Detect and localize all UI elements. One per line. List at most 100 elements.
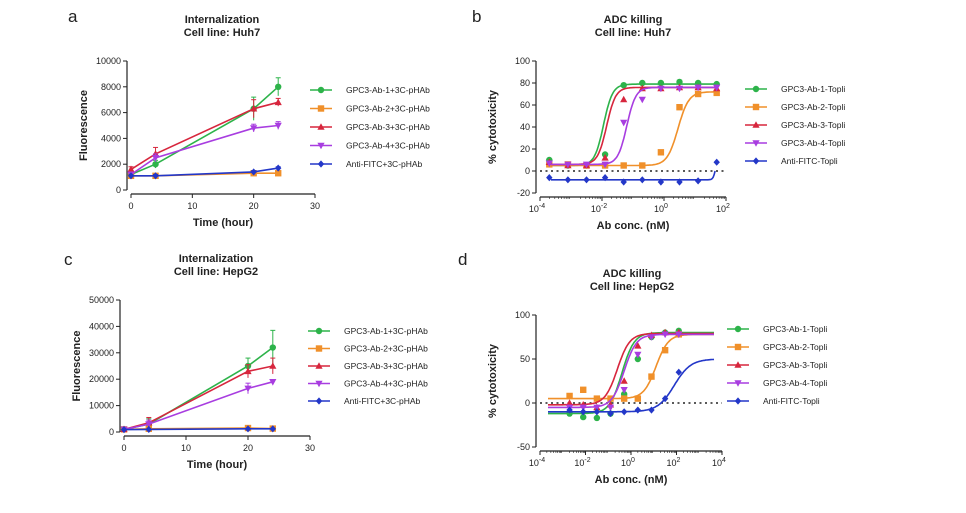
legend-label: GPC3-Ab-2-Topli [781, 102, 845, 112]
x-tick-label: 30 [310, 201, 320, 211]
legend-label: GPC3-Ab-1-Topli [781, 84, 845, 94]
legend-marker [734, 380, 742, 387]
fit-curve [548, 331, 714, 415]
legend-item: GPC3-Ab-1-Topli [727, 324, 827, 334]
legend-item: Anti-FITC-Topli [745, 156, 838, 166]
legend-label: GPC3-Ab-2-Topli [763, 342, 827, 352]
data-point [127, 165, 135, 173]
legend-item: GPC3-Ab-4-Topli [727, 378, 827, 388]
x-tick-label: 10 [181, 443, 191, 453]
data-point [250, 125, 258, 132]
x-tick-label: 104 [712, 457, 726, 468]
panel-label: d [458, 250, 467, 269]
legend-marker [752, 103, 760, 111]
legend-item: GPC3-Ab-2-Topli [745, 102, 845, 112]
data-point [639, 162, 646, 169]
data-point [634, 406, 642, 414]
data-point [657, 85, 665, 93]
chart-title: ADC killing [604, 14, 663, 26]
y-tick-label: 10000 [96, 56, 121, 66]
y-tick-label: 10000 [89, 401, 114, 411]
chart-title: Cell line: Huh7 [595, 27, 671, 39]
data-point [657, 149, 665, 156]
data-point [593, 404, 601, 412]
chart-title: Internalization [185, 14, 260, 26]
x-tick-label: 10-4 [529, 457, 545, 468]
x-tick-label: 102 [716, 203, 730, 214]
data-point [564, 161, 572, 169]
x-tick-exponent: -4 [539, 457, 545, 464]
chart-title: Internalization [179, 253, 254, 265]
data-point [647, 334, 656, 341]
data-point [675, 368, 682, 376]
data-point [676, 178, 683, 186]
data-point [675, 85, 684, 93]
data-point [274, 98, 282, 106]
legend-marker [734, 343, 742, 351]
data-point [579, 404, 587, 412]
legend-marker [315, 345, 323, 352]
data-point [583, 176, 590, 184]
y-tick-label: 50 [520, 354, 530, 364]
legend-marker [734, 397, 742, 405]
y-tick-label: -50 [517, 442, 530, 452]
legend-item: GPC3-Ab-1-Topli [745, 84, 845, 94]
legend-item: GPC3-Ab-4+3C-pHAb [310, 141, 430, 151]
legend-label: GPC3-Ab-3-Topli [763, 360, 827, 370]
legend-marker [752, 140, 760, 147]
data-point [566, 392, 573, 400]
series-4 [120, 379, 277, 434]
y-tick-label: 100 [515, 56, 530, 66]
data-point [675, 331, 683, 339]
data-point [620, 95, 628, 103]
data-point [250, 104, 258, 112]
data-point [607, 395, 614, 402]
legend-label: GPC3-Ab-4+3C-pHAb [344, 379, 428, 389]
data-point [580, 413, 587, 421]
y-tick-label: 20000 [89, 374, 114, 384]
fit-curve [550, 91, 716, 167]
legend-label: Anti-FITC-Topli [781, 156, 838, 166]
legend-item: GPC3-Ab-2+3C-pHAb [308, 344, 428, 354]
x-tick-exponent: 2 [726, 203, 730, 210]
legend-item: GPC3-Ab-2+3C-pHAb [310, 104, 430, 114]
x-tick-label: 0 [128, 201, 133, 211]
y-tick-label: 6000 [101, 108, 121, 118]
x-tick-exponent: 4 [722, 457, 726, 464]
series-1 [120, 329, 276, 433]
chart-title: Cell line: HepG2 [590, 281, 674, 293]
legend-marker [317, 142, 325, 150]
data-point [648, 373, 655, 380]
legend-item: GPC3-Ab-4+3C-pHAb [308, 379, 428, 389]
legend-marker [752, 157, 760, 165]
legend-marker [315, 380, 323, 388]
legend-label: GPC3-Ab-1-Topli [763, 324, 827, 334]
y-tick-label: 30000 [89, 348, 114, 358]
series-line [131, 167, 279, 177]
y-tick-label: 40000 [89, 321, 114, 331]
legend-marker [317, 86, 325, 94]
data-point [620, 408, 628, 416]
legend-marker [317, 160, 325, 168]
data-point [694, 177, 702, 185]
legend-label: Anti-FITC-Topli [763, 396, 820, 406]
data-point [661, 331, 669, 339]
data-point [648, 406, 655, 414]
legend-marker [752, 85, 760, 93]
series-4 [548, 331, 714, 412]
panel-label: b [472, 7, 481, 26]
data-point [120, 426, 128, 434]
data-point [694, 90, 702, 98]
data-point [546, 174, 553, 182]
y-axis-label: % cytotoxicity [487, 343, 499, 418]
x-tick-label: 10-2 [591, 203, 607, 214]
data-point [620, 387, 628, 394]
data-point [713, 84, 721, 92]
x-tick-exponent: 2 [677, 457, 681, 464]
legend-item: GPC3-Ab-2-Topli [727, 342, 827, 352]
data-point [713, 158, 720, 166]
series-line [130, 86, 279, 176]
data-point [620, 178, 627, 186]
